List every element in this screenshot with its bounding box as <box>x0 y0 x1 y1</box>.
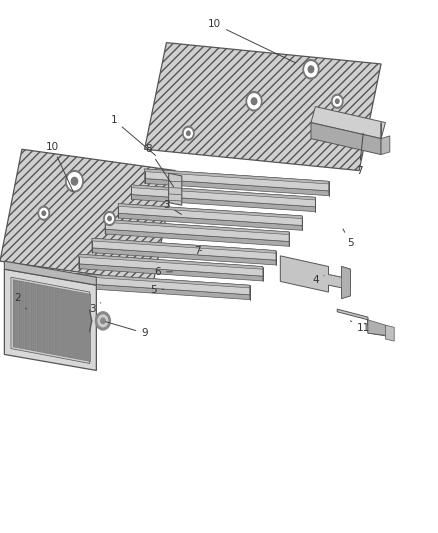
Circle shape <box>42 211 46 215</box>
Polygon shape <box>0 149 175 282</box>
Polygon shape <box>92 238 276 260</box>
Polygon shape <box>105 229 289 246</box>
Circle shape <box>67 173 81 190</box>
Text: 3: 3 <box>88 303 101 314</box>
Circle shape <box>38 206 49 220</box>
Text: 3: 3 <box>163 200 182 214</box>
Polygon shape <box>337 309 385 336</box>
Polygon shape <box>11 277 90 364</box>
Polygon shape <box>49 287 54 354</box>
Polygon shape <box>105 220 289 235</box>
Polygon shape <box>145 43 381 171</box>
Polygon shape <box>19 281 25 349</box>
Polygon shape <box>311 107 385 139</box>
Text: 5: 5 <box>150 286 164 295</box>
Circle shape <box>101 318 105 324</box>
Polygon shape <box>145 179 328 196</box>
Polygon shape <box>61 289 67 357</box>
Polygon shape <box>25 282 30 350</box>
Circle shape <box>336 99 339 103</box>
Polygon shape <box>169 173 182 205</box>
Circle shape <box>246 92 262 111</box>
Polygon shape <box>66 282 250 300</box>
Polygon shape <box>92 248 276 265</box>
Circle shape <box>184 128 192 138</box>
Polygon shape <box>66 273 250 288</box>
Circle shape <box>187 131 190 135</box>
Text: 5: 5 <box>343 229 354 247</box>
Text: 11: 11 <box>350 321 370 333</box>
Circle shape <box>108 216 111 221</box>
Circle shape <box>333 96 341 106</box>
Polygon shape <box>79 254 263 269</box>
Polygon shape <box>79 264 263 281</box>
Polygon shape <box>342 266 350 298</box>
Text: 4: 4 <box>312 275 324 285</box>
Polygon shape <box>368 320 390 336</box>
Circle shape <box>98 315 108 327</box>
Polygon shape <box>385 325 394 341</box>
Text: 1: 1 <box>110 115 155 156</box>
Polygon shape <box>31 283 36 351</box>
Polygon shape <box>74 291 79 359</box>
Circle shape <box>308 66 314 72</box>
Polygon shape <box>55 288 60 356</box>
Polygon shape <box>131 185 315 207</box>
Polygon shape <box>4 261 96 285</box>
Circle shape <box>303 60 319 79</box>
Circle shape <box>95 312 110 330</box>
Circle shape <box>251 98 257 104</box>
Text: 7: 7 <box>194 246 201 255</box>
Text: 10: 10 <box>46 142 73 192</box>
Polygon shape <box>43 285 49 353</box>
Circle shape <box>332 94 343 108</box>
Polygon shape <box>131 195 315 212</box>
Polygon shape <box>105 220 289 241</box>
Text: 7: 7 <box>356 133 363 175</box>
Circle shape <box>305 62 317 77</box>
Polygon shape <box>85 293 91 361</box>
Polygon shape <box>145 169 328 184</box>
Circle shape <box>248 94 260 109</box>
Polygon shape <box>4 269 96 370</box>
Circle shape <box>106 214 113 223</box>
Text: 6: 6 <box>154 267 173 277</box>
Polygon shape <box>37 284 42 352</box>
Polygon shape <box>145 169 328 191</box>
Circle shape <box>66 171 83 192</box>
Circle shape <box>104 212 115 225</box>
Polygon shape <box>118 204 302 225</box>
Polygon shape <box>311 123 381 155</box>
Circle shape <box>183 126 194 140</box>
Polygon shape <box>13 280 18 348</box>
Polygon shape <box>79 254 263 276</box>
Circle shape <box>71 177 78 185</box>
Polygon shape <box>280 256 350 298</box>
Polygon shape <box>79 292 85 360</box>
Polygon shape <box>381 123 390 155</box>
Polygon shape <box>131 185 315 200</box>
Polygon shape <box>118 204 302 219</box>
Polygon shape <box>66 273 250 295</box>
Circle shape <box>40 208 48 218</box>
Polygon shape <box>118 213 302 230</box>
Text: 10: 10 <box>208 19 295 63</box>
Text: 2: 2 <box>14 294 26 309</box>
Text: 8: 8 <box>145 144 174 187</box>
Polygon shape <box>67 290 73 358</box>
Polygon shape <box>92 238 276 253</box>
Text: 9: 9 <box>106 321 148 338</box>
